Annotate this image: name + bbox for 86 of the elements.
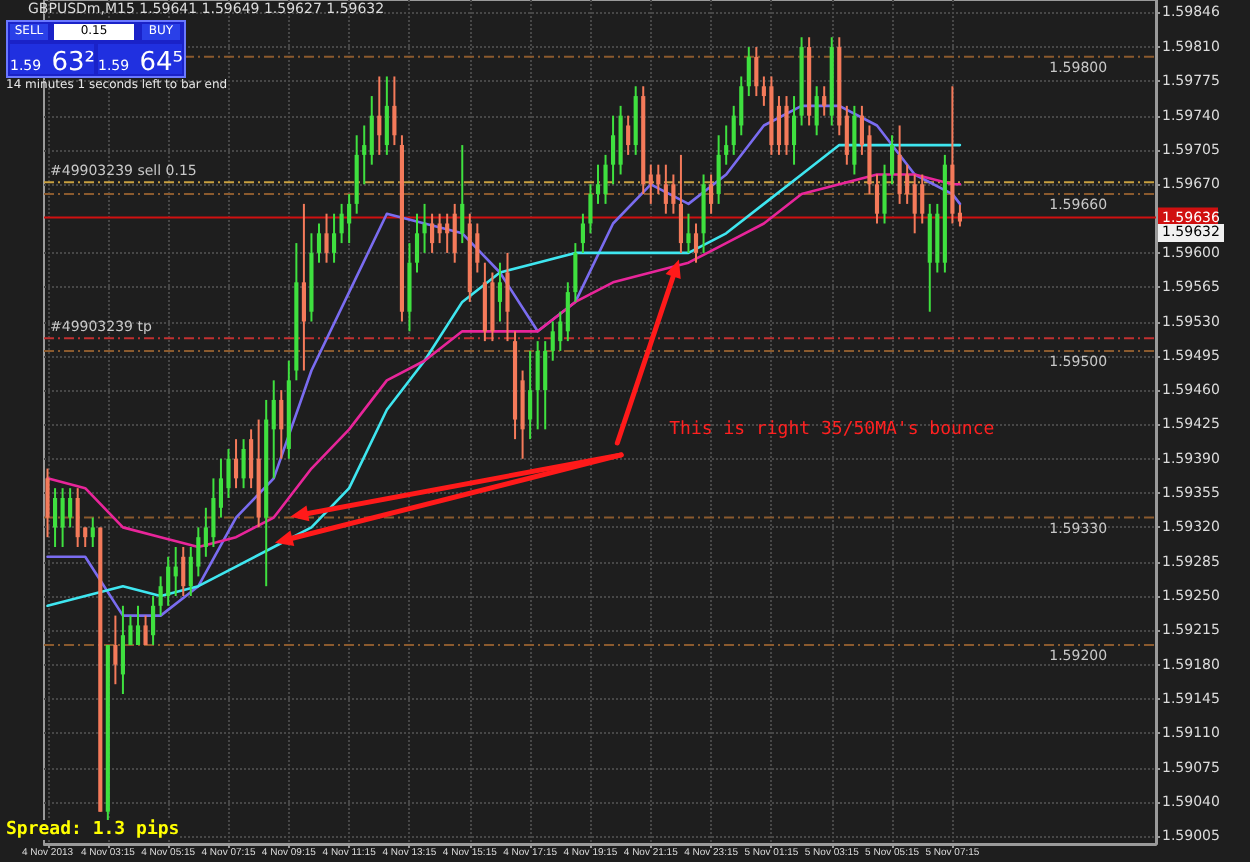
candlestick xyxy=(754,46,759,98)
candlestick xyxy=(882,163,887,225)
candlestick xyxy=(158,575,163,617)
annotation: Spread: 1.3 pips xyxy=(6,820,180,840)
candlestick xyxy=(135,604,141,647)
candlestick xyxy=(166,555,171,607)
candlestick xyxy=(113,614,118,686)
candlestick xyxy=(912,173,917,235)
candlestick xyxy=(626,114,631,156)
candlestick xyxy=(822,85,827,117)
candlestick xyxy=(814,85,819,137)
candlestick xyxy=(497,261,503,323)
candlestick xyxy=(716,134,721,205)
candlestick xyxy=(648,163,653,205)
candlestick xyxy=(611,114,616,186)
candlestick xyxy=(957,203,963,228)
candlestick xyxy=(90,516,95,548)
candlestick xyxy=(905,163,910,205)
candlestick xyxy=(445,212,450,254)
candlestick xyxy=(120,604,125,696)
candlestick xyxy=(60,487,65,548)
candlestick xyxy=(573,242,578,303)
candlestick xyxy=(580,212,585,254)
candlestick xyxy=(75,487,80,548)
candlestick xyxy=(874,173,880,225)
candlestick xyxy=(558,310,563,352)
candlestick xyxy=(505,251,510,343)
candlestick xyxy=(565,281,570,343)
candlestick xyxy=(724,124,729,166)
candlestick xyxy=(196,526,201,578)
candlestick xyxy=(151,595,156,647)
candlestick xyxy=(430,212,435,254)
candlestick xyxy=(678,153,684,254)
candlestick xyxy=(528,349,533,441)
candlestick xyxy=(339,202,344,245)
candlestick xyxy=(45,467,50,539)
candlestick xyxy=(746,46,751,98)
candlestick xyxy=(316,222,322,264)
annotation: This is right 35/50MA's bounce xyxy=(669,419,995,439)
candlestick xyxy=(656,163,661,196)
candlestick xyxy=(890,134,895,186)
candlestick xyxy=(603,153,608,205)
candlestick xyxy=(362,124,367,186)
candlestick xyxy=(384,75,389,156)
candlestick xyxy=(188,545,193,597)
candlestick xyxy=(331,212,337,264)
candlestick xyxy=(143,614,148,647)
candlestick xyxy=(369,95,374,166)
candlestick xyxy=(211,477,216,548)
candlestick xyxy=(686,212,691,254)
candlestick xyxy=(920,173,925,225)
candlestick xyxy=(52,487,58,548)
candlestick xyxy=(784,95,789,156)
candlestick xyxy=(588,183,593,235)
candlestick xyxy=(241,438,246,490)
candlestick xyxy=(271,379,276,480)
candlestick xyxy=(203,506,208,558)
candlestick xyxy=(595,163,601,205)
candlestick xyxy=(739,75,744,137)
candlestick xyxy=(776,95,782,156)
candlestick xyxy=(392,75,397,147)
candlestick xyxy=(68,487,73,529)
candlestick xyxy=(897,124,902,205)
candlestick xyxy=(422,202,427,254)
candlestick xyxy=(437,212,442,245)
candlestick xyxy=(791,95,797,166)
candlestick xyxy=(550,320,555,362)
candlestick xyxy=(709,173,714,215)
candlestick xyxy=(324,212,329,264)
candlestick xyxy=(535,340,540,431)
candlestick xyxy=(663,163,668,215)
candlestick xyxy=(452,202,457,264)
candlestick xyxy=(181,545,186,597)
candlestick xyxy=(671,173,676,215)
candlestick xyxy=(218,457,224,519)
candlestick xyxy=(460,144,465,245)
candlestick xyxy=(414,212,420,274)
candlestick xyxy=(301,202,306,372)
candlestick xyxy=(543,340,548,431)
candlestick xyxy=(693,222,699,264)
candlestick xyxy=(249,428,254,490)
candlestick xyxy=(233,438,239,490)
candlestick xyxy=(377,75,382,156)
candlestick xyxy=(279,389,284,460)
candlestick xyxy=(844,104,849,166)
candlestick xyxy=(347,193,352,245)
